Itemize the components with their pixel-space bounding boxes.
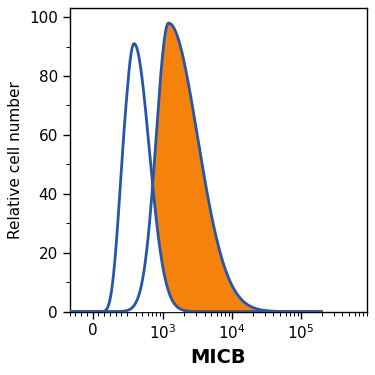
X-axis label: MICB: MICB [190,348,246,367]
Y-axis label: Relative cell number: Relative cell number [8,81,23,239]
